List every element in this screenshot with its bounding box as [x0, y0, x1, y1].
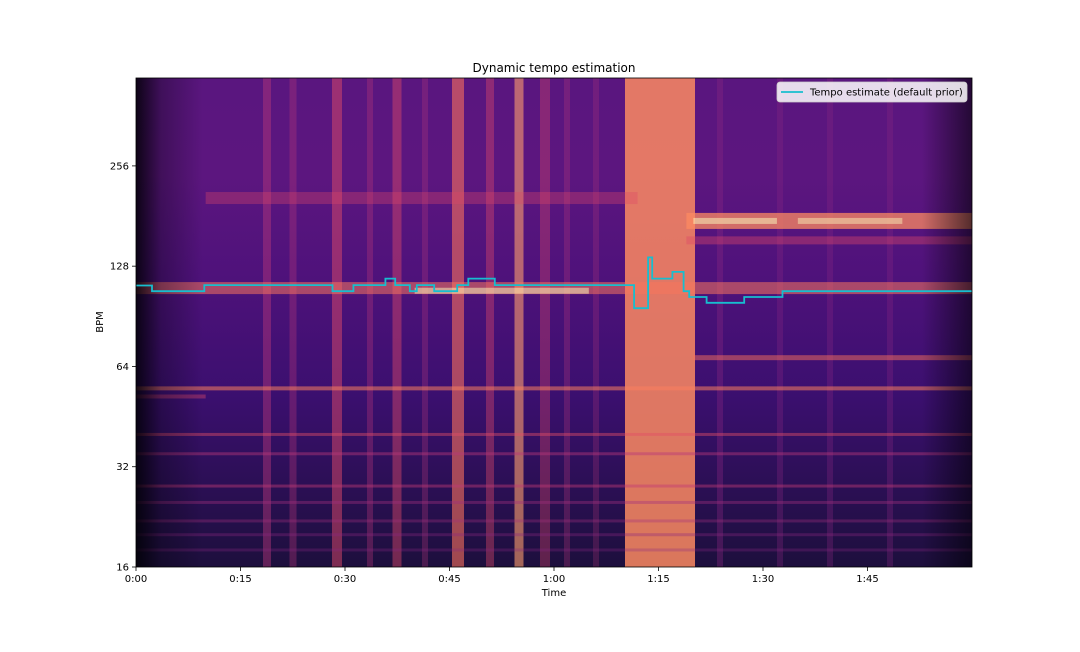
- y-axis: 16 32 64 128 256: [110, 161, 136, 574]
- y-tick-label: 256: [110, 161, 129, 172]
- x-tick-label: 0:00: [125, 574, 147, 585]
- legend-box: [776, 81, 968, 103]
- x-tick-label: 0:45: [438, 574, 460, 585]
- tempo-estimate-line: [136, 256, 972, 310]
- y-tick-label: 64: [116, 362, 129, 373]
- chart-title: Dynamic tempo estimation: [473, 61, 636, 75]
- tempogram-heatmap: [136, 78, 972, 567]
- x-tick-label: 0:30: [334, 574, 356, 585]
- legend-label: Tempo estimate (default prior): [809, 88, 963, 99]
- x-axis: 0:00 0:15 0:30 0:45 1:00 1:15 1:30 1:45: [125, 567, 879, 585]
- y-tick-label: 32: [116, 462, 129, 473]
- x-tick-label: 1:15: [647, 574, 669, 585]
- y-tick-label: 16: [116, 563, 129, 574]
- y-axis-label: BPM: [95, 311, 106, 333]
- x-tick-label: 0:15: [229, 574, 251, 585]
- x-tick-label: 1:00: [543, 574, 565, 585]
- legend: Tempo estimate (default prior): [776, 81, 968, 103]
- x-tick-label: 1:45: [856, 574, 878, 585]
- x-tick-label: 1:30: [752, 574, 774, 585]
- y-tick-label: 128: [110, 262, 129, 273]
- x-axis-label: Time: [541, 588, 566, 599]
